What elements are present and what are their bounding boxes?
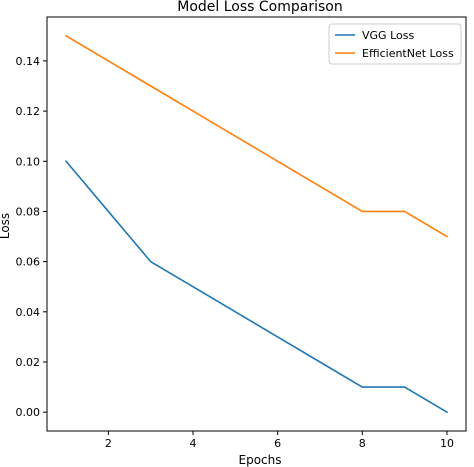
series-line-efficientnet bbox=[64, 34, 449, 238]
y-tick-label: 0.14 bbox=[16, 55, 41, 68]
y-axis-title: Loss bbox=[0, 213, 12, 239]
series-lines bbox=[64, 34, 449, 414]
x-tick-label: 6 bbox=[274, 437, 281, 450]
y-axis: 0.00 0.02 0.04 0.06 0.08 0.10 0.12 0.14 bbox=[16, 55, 47, 419]
legend-label: EfficientNet Loss bbox=[362, 47, 454, 60]
y-tick-label: 0.08 bbox=[16, 205, 41, 218]
series-line-vgg bbox=[64, 160, 449, 414]
x-tick-label: 4 bbox=[190, 437, 197, 450]
legend: VGG Loss EfficientNet Loss bbox=[328, 23, 462, 65]
x-axis-title: Epochs bbox=[239, 453, 282, 467]
x-axis: 2 4 6 8 10 bbox=[105, 431, 454, 450]
x-tick-label: 10 bbox=[440, 437, 454, 450]
chart-title: Model Loss Comparison bbox=[177, 0, 342, 15]
y-tick-label: 0.06 bbox=[16, 256, 41, 269]
x-tick-label: 2 bbox=[105, 437, 112, 450]
y-tick-label: 0.12 bbox=[16, 105, 41, 118]
plot-area bbox=[46, 16, 467, 432]
y-tick-label: 0.10 bbox=[16, 155, 41, 168]
legend-box bbox=[328, 23, 462, 65]
y-tick-label: 0.00 bbox=[16, 406, 41, 419]
x-tick-label: 8 bbox=[359, 437, 366, 450]
legend-label: VGG Loss bbox=[362, 29, 414, 42]
y-tick-label: 0.04 bbox=[16, 306, 41, 319]
y-tick-label: 0.02 bbox=[16, 356, 41, 369]
